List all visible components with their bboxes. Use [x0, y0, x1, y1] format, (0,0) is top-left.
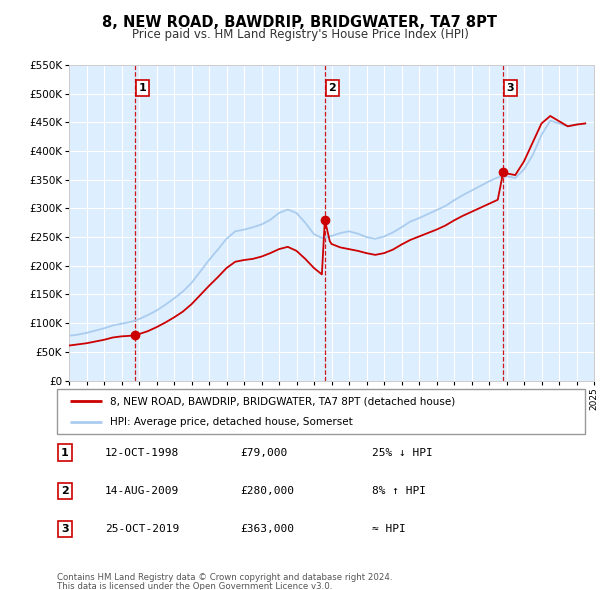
Text: 1: 1 — [61, 448, 68, 457]
Text: 8, NEW ROAD, BAWDRIP, BRIDGWATER, TA7 8PT (detached house): 8, NEW ROAD, BAWDRIP, BRIDGWATER, TA7 8P… — [110, 396, 455, 407]
Text: HPI: Average price, detached house, Somerset: HPI: Average price, detached house, Some… — [110, 417, 353, 427]
Text: £363,000: £363,000 — [240, 525, 294, 534]
Text: 25% ↓ HPI: 25% ↓ HPI — [372, 448, 433, 457]
Text: Contains HM Land Registry data © Crown copyright and database right 2024.: Contains HM Land Registry data © Crown c… — [57, 573, 392, 582]
Text: 3: 3 — [61, 525, 68, 534]
Text: 1: 1 — [139, 83, 146, 93]
Text: 14-AUG-2009: 14-AUG-2009 — [105, 486, 179, 496]
Text: Price paid vs. HM Land Registry's House Price Index (HPI): Price paid vs. HM Land Registry's House … — [131, 28, 469, 41]
Text: 25-OCT-2019: 25-OCT-2019 — [105, 525, 179, 534]
Text: 8% ↑ HPI: 8% ↑ HPI — [372, 486, 426, 496]
Text: £280,000: £280,000 — [240, 486, 294, 496]
Text: £79,000: £79,000 — [240, 448, 287, 457]
Text: 12-OCT-1998: 12-OCT-1998 — [105, 448, 179, 457]
Text: ≈ HPI: ≈ HPI — [372, 525, 406, 534]
Text: This data is licensed under the Open Government Licence v3.0.: This data is licensed under the Open Gov… — [57, 582, 332, 590]
Text: 2: 2 — [328, 83, 336, 93]
Text: 3: 3 — [506, 83, 514, 93]
Text: 2: 2 — [61, 486, 68, 496]
Text: 8, NEW ROAD, BAWDRIP, BRIDGWATER, TA7 8PT: 8, NEW ROAD, BAWDRIP, BRIDGWATER, TA7 8P… — [103, 15, 497, 30]
